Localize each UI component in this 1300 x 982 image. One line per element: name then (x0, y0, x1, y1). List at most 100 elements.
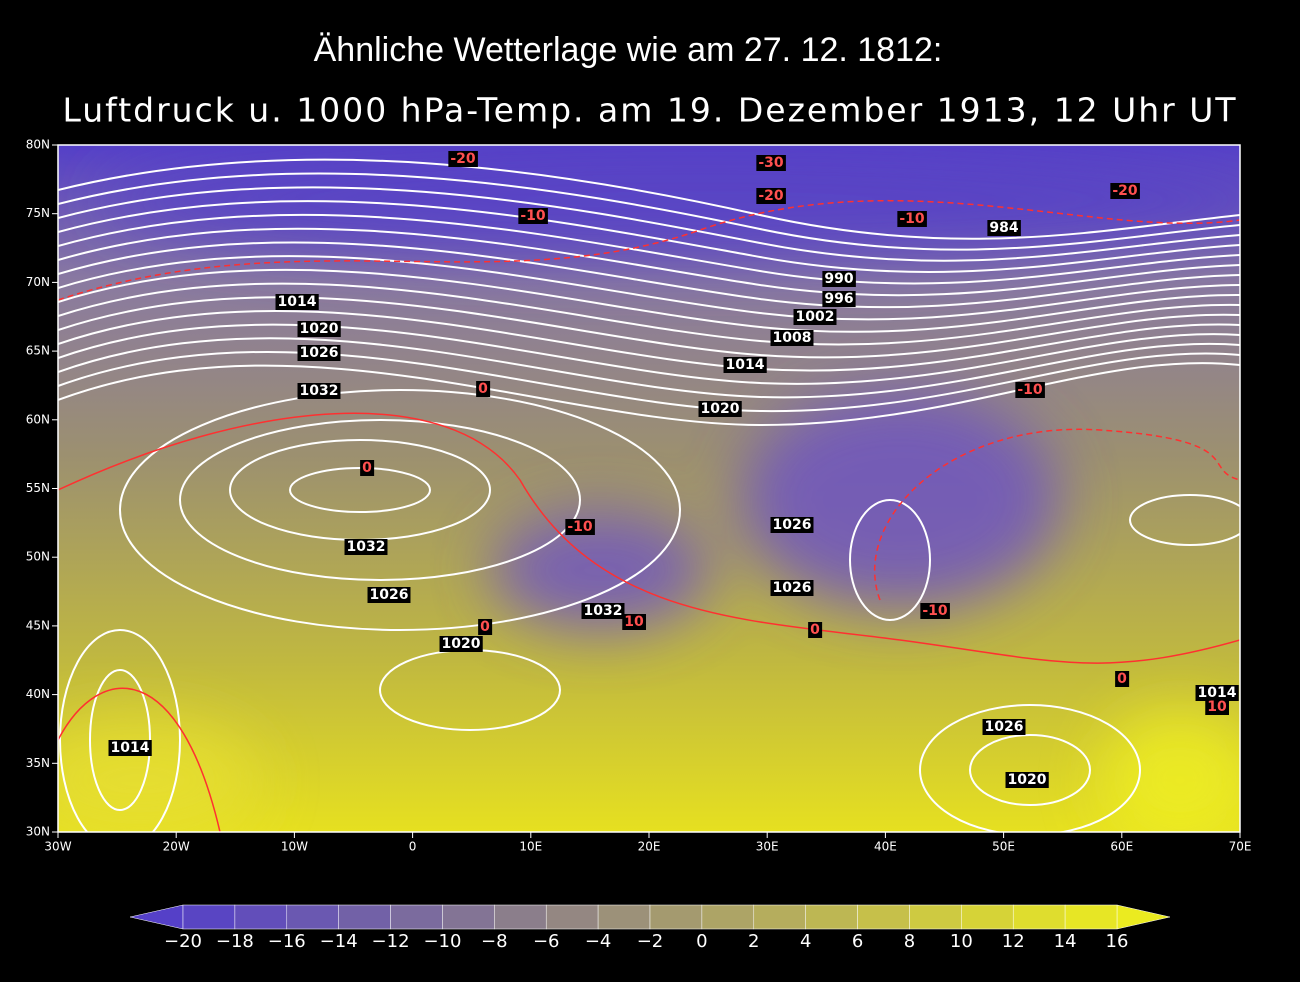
label-box (793, 309, 837, 325)
isobar (58, 362, 1240, 427)
isobar-label: 1014 (111, 740, 150, 756)
lat-tick-label: 50N (26, 550, 50, 564)
colorbar-cell (442, 904, 495, 930)
label-box (108, 740, 152, 756)
label-box (982, 719, 1026, 735)
isobar (59, 629, 181, 832)
colorbar-cell (597, 904, 651, 930)
isotherm-label: 0 (478, 381, 488, 397)
label-box (698, 401, 742, 417)
lat-tick-label: 70N (26, 275, 50, 289)
label-box (897, 211, 927, 227)
isobar-label: 1032 (300, 383, 339, 399)
isobar (58, 268, 1240, 333)
isobar-label: 1014 (278, 294, 317, 310)
label-box (1195, 685, 1239, 701)
label-box (622, 614, 646, 630)
label-box (770, 517, 814, 533)
colorbar-cell (753, 904, 806, 930)
colorbar-cell (701, 904, 755, 930)
label-box (1015, 382, 1045, 398)
colorbar-label: 8 (904, 931, 915, 952)
isobar (58, 172, 1240, 251)
label-box (920, 603, 950, 619)
isobar (58, 282, 1240, 346)
colorbar-cell (909, 904, 962, 930)
label-box (275, 294, 319, 310)
colorbar-label: −4 (585, 931, 612, 952)
colorbar-label: 10 (950, 931, 973, 952)
lat-tick-label: 75N (26, 206, 50, 220)
isotherm-label: 10 (624, 614, 644, 630)
isobar (58, 323, 1240, 385)
isobar-label: 1020 (1008, 772, 1047, 788)
isotherm-label: 0 (1117, 671, 1127, 687)
isobar-label: 1026 (773, 517, 812, 533)
label-box (344, 539, 388, 555)
isobar (179, 419, 581, 581)
lon-tick-label: 20E (638, 840, 661, 854)
isotherm-label: 0 (362, 460, 372, 476)
label-box (770, 330, 814, 346)
colorbar-label: −8 (481, 931, 508, 952)
label-box (770, 580, 814, 596)
lon-tick-label: 40E (874, 840, 897, 854)
colorbar-cell (390, 904, 443, 930)
colorbar-cell (961, 904, 1014, 930)
label-box (439, 636, 483, 652)
isobar-label: 1020 (300, 321, 339, 337)
isotherm-label: -10 (567, 519, 593, 535)
colorbar-cell (286, 904, 339, 930)
isobar (58, 186, 1240, 262)
isobar-label: 990 (824, 271, 853, 287)
label-box (723, 357, 767, 373)
isotherm-label: -10 (922, 603, 948, 619)
lon-tick-label: 50E (992, 840, 1015, 854)
lat-tick-label: 35N (26, 756, 50, 770)
lat-tick-label: 65N (26, 344, 50, 358)
colorbar-cell (182, 904, 236, 930)
label-box (1110, 183, 1140, 199)
colorbar-cell (805, 904, 858, 930)
colorbar-arrow (1116, 904, 1171, 930)
lat-tick-label: 60N (26, 412, 50, 426)
isotherm-label: -10 (899, 211, 925, 227)
lon-tick-label: 0 (409, 840, 417, 854)
colorbar-cell (649, 904, 703, 930)
isobar (58, 200, 1240, 273)
label-box (565, 519, 595, 535)
lon-tick-label: 70E (1229, 840, 1252, 854)
label-box (297, 345, 341, 361)
colorbar-label: −10 (423, 931, 461, 952)
colorbar-label: 2 (748, 931, 759, 952)
label-box (518, 208, 548, 224)
label-box (448, 151, 478, 167)
isobar-label: 1026 (300, 345, 339, 361)
isobar-label: 984 (989, 220, 1018, 236)
colorbar-cell (857, 904, 910, 930)
label-box (1205, 699, 1229, 715)
colorbar-arrow (129, 904, 184, 930)
isobar (58, 158, 1240, 240)
isobar (58, 213, 1240, 285)
label-box (756, 188, 786, 204)
isotherm-label: -10 (1017, 382, 1043, 398)
isobar (58, 255, 1240, 321)
colorbar-cell (234, 904, 288, 930)
title: Ähnliche Wetterlage wie am 27. 12. 1812: (314, 31, 943, 69)
colorbar-cell (338, 904, 391, 930)
isobar-label: 1014 (1198, 685, 1237, 701)
colorbar-label: −16 (268, 931, 306, 952)
colorbar-label: 6 (852, 931, 863, 952)
label-box (822, 291, 856, 307)
label-box (297, 321, 341, 337)
lat-tick-label: 40N (26, 687, 50, 701)
lat-tick-label: 80N (26, 138, 50, 152)
label-box (367, 587, 411, 603)
isotherm-label: 10 (1207, 699, 1227, 715)
lon-tick-label: 60E (1110, 840, 1133, 854)
colorbar-label: −6 (533, 931, 560, 952)
label-box (1115, 671, 1130, 687)
lat-tick-label: 45N (26, 618, 50, 632)
